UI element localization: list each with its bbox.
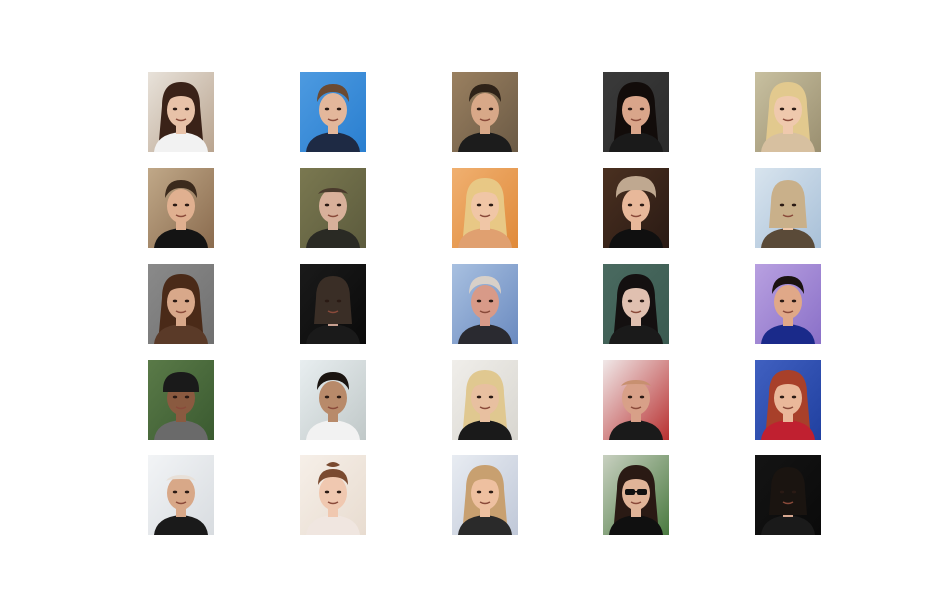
- face-thumbnail: [300, 455, 366, 535]
- face-thumbnail: [603, 360, 669, 440]
- face-thumbnail: [300, 264, 366, 344]
- face-thumbnail: [452, 360, 518, 440]
- face-photo: [755, 264, 821, 344]
- face-photo: [452, 360, 518, 440]
- face-thumbnail: [148, 360, 214, 440]
- face-photo: [300, 72, 366, 152]
- face-photo: [300, 264, 366, 344]
- face-thumbnail: [755, 72, 821, 152]
- face-photo: [148, 72, 214, 152]
- face-photo: [755, 455, 821, 535]
- face-photo: [300, 360, 366, 440]
- face-thumbnail: [148, 72, 214, 152]
- face-thumbnail: [755, 455, 821, 535]
- face-photo: [452, 455, 518, 535]
- face-photo: [148, 264, 214, 344]
- face-thumbnail: [148, 455, 214, 535]
- face-thumbnail: [452, 264, 518, 344]
- face-thumbnail: [755, 168, 821, 248]
- face-thumbnail: [603, 455, 669, 535]
- face-photo: [603, 264, 669, 344]
- face-thumbnail: [300, 72, 366, 152]
- face-thumbnail: [148, 264, 214, 344]
- face-thumbnail: [452, 168, 518, 248]
- face-photo: [148, 455, 214, 535]
- face-photo: [148, 360, 214, 440]
- face-thumbnail: [300, 360, 366, 440]
- face-thumbnail: [755, 264, 821, 344]
- face-photo: [452, 264, 518, 344]
- face-photo: [452, 72, 518, 152]
- face-photo: [603, 72, 669, 152]
- face-photo: [755, 72, 821, 152]
- face-photo: [300, 168, 366, 248]
- face-photo: [300, 455, 366, 535]
- face-photo: [603, 168, 669, 248]
- face-photo: [603, 360, 669, 440]
- face-thumbnail: [603, 168, 669, 248]
- face-thumbnail: [300, 168, 366, 248]
- face-thumbnail: [452, 455, 518, 535]
- face-photo: [148, 168, 214, 248]
- face-photo: [755, 168, 821, 248]
- face-thumbnail: [603, 72, 669, 152]
- face-thumbnail: [452, 72, 518, 152]
- face-thumbnail: [603, 264, 669, 344]
- face-thumbnail: [755, 360, 821, 440]
- face-photo: [603, 455, 669, 535]
- face-thumbnail: [148, 168, 214, 248]
- face-photo: [755, 360, 821, 440]
- face-photo: [452, 168, 518, 248]
